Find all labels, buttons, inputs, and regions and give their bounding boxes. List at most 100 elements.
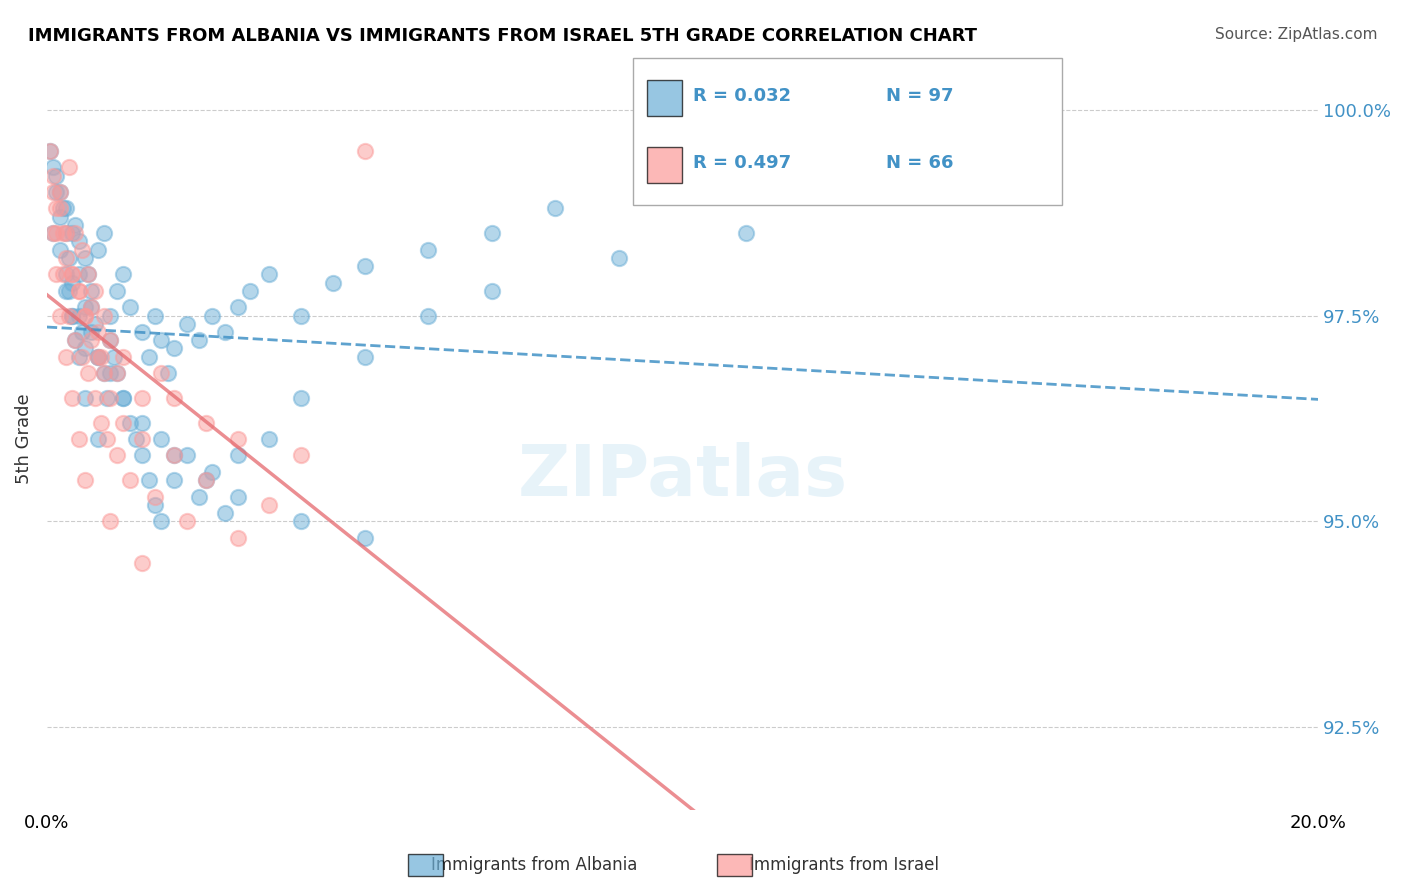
Point <box>96 391 118 405</box>
Point <box>156 366 179 380</box>
Point <box>67 432 90 446</box>
Point <box>58 161 80 175</box>
Point <box>45 185 67 199</box>
Point <box>259 268 281 282</box>
Point <box>87 350 110 364</box>
Point <box>322 276 344 290</box>
Point <box>607 251 630 265</box>
Point <box>163 342 186 356</box>
Point <box>65 333 87 347</box>
Point <box>143 498 166 512</box>
Point <box>67 284 90 298</box>
Point <box>125 432 148 446</box>
Point <box>188 333 211 347</box>
Point <box>100 514 122 528</box>
Point <box>214 325 236 339</box>
Point <box>60 268 83 282</box>
Point <box>55 284 77 298</box>
Text: R = 0.497: R = 0.497 <box>693 154 792 172</box>
Point <box>353 531 375 545</box>
Point <box>163 449 186 463</box>
Point <box>214 506 236 520</box>
Point <box>70 350 93 364</box>
Point <box>80 300 103 314</box>
Point <box>60 268 83 282</box>
Point <box>55 251 77 265</box>
Point <box>83 317 105 331</box>
Point <box>131 416 153 430</box>
Point <box>73 309 96 323</box>
Point <box>42 185 65 199</box>
Point <box>39 144 62 158</box>
Point <box>239 284 262 298</box>
Point <box>112 391 135 405</box>
Point <box>105 284 128 298</box>
Point <box>131 391 153 405</box>
Point <box>87 432 110 446</box>
Point <box>73 473 96 487</box>
Point <box>226 449 249 463</box>
Text: R = 0.032: R = 0.032 <box>693 87 792 105</box>
Text: Immigrants from Albania: Immigrants from Albania <box>432 856 637 874</box>
Point <box>80 300 103 314</box>
Point <box>226 432 249 446</box>
Point <box>150 432 173 446</box>
Point <box>48 243 70 257</box>
Point <box>77 366 100 380</box>
Text: N = 97: N = 97 <box>886 87 953 105</box>
Point <box>150 333 173 347</box>
Point <box>67 284 90 298</box>
Point <box>201 465 224 479</box>
Point <box>290 514 312 528</box>
Point <box>73 300 96 314</box>
Point <box>73 342 96 356</box>
Point <box>55 226 77 240</box>
Point <box>42 169 65 183</box>
Point <box>45 202 67 216</box>
Point <box>67 268 90 282</box>
Point <box>55 350 77 364</box>
Point <box>194 473 217 487</box>
Point <box>96 432 118 446</box>
Point <box>58 251 80 265</box>
Point <box>80 333 103 347</box>
Point <box>112 416 135 430</box>
Point <box>544 202 567 216</box>
Point <box>143 309 166 323</box>
Point <box>65 218 87 232</box>
Point <box>150 366 173 380</box>
Point <box>48 309 70 323</box>
Point <box>226 490 249 504</box>
Point <box>481 284 503 298</box>
Point <box>52 202 75 216</box>
Point <box>176 317 198 331</box>
Point <box>188 490 211 504</box>
Point <box>45 169 67 183</box>
Point <box>481 226 503 240</box>
Point <box>353 259 375 273</box>
Point <box>55 226 77 240</box>
Point <box>77 268 100 282</box>
Point <box>60 226 83 240</box>
Point <box>100 366 122 380</box>
Point <box>418 309 440 323</box>
Point <box>226 300 249 314</box>
Point <box>65 333 87 347</box>
Point <box>150 514 173 528</box>
Point <box>143 490 166 504</box>
Point <box>83 391 105 405</box>
Point <box>100 333 122 347</box>
Point <box>259 432 281 446</box>
Point <box>118 416 141 430</box>
Point <box>45 268 67 282</box>
Point <box>42 226 65 240</box>
Point <box>60 391 83 405</box>
Point <box>80 325 103 339</box>
Point <box>176 449 198 463</box>
Text: Immigrants from Israel: Immigrants from Israel <box>748 856 939 874</box>
Y-axis label: 5th Grade: 5th Grade <box>15 393 32 484</box>
Point <box>48 185 70 199</box>
Point <box>131 432 153 446</box>
Point <box>48 210 70 224</box>
Point <box>100 333 122 347</box>
